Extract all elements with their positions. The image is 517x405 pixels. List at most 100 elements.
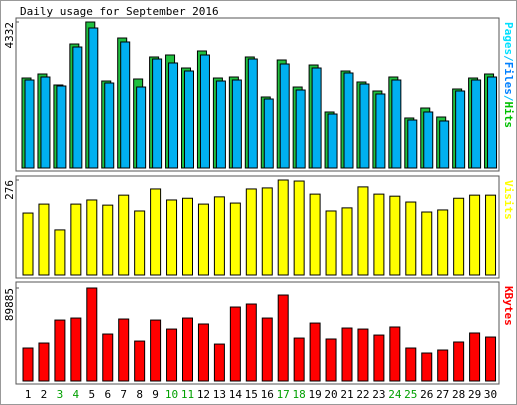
x-tick-label: 20 (324, 388, 337, 401)
x-tick-label: 4 (73, 388, 80, 401)
bar (341, 207, 353, 276)
bar (261, 317, 273, 382)
bar (213, 196, 225, 276)
axis-label-part: Files (502, 62, 515, 95)
bar (407, 119, 418, 169)
x-tick-label: 23 (372, 388, 385, 401)
x-tick-label: 15 (245, 388, 258, 401)
bar (421, 211, 433, 276)
bar (261, 187, 273, 276)
axis-label-part: Hits (502, 102, 515, 129)
y-tick-label: 276 (3, 180, 16, 200)
x-tick-label: 2 (41, 388, 48, 401)
bar (229, 202, 241, 276)
x-tick-label: 27 (436, 388, 449, 401)
bar (213, 343, 225, 382)
x-tick-label: 3 (57, 388, 64, 401)
bar (373, 334, 385, 382)
bar (166, 199, 178, 276)
bar (118, 318, 130, 382)
x-tick-label: 13 (213, 388, 226, 401)
bar (293, 337, 305, 382)
bar (389, 326, 401, 382)
bar (86, 287, 98, 382)
x-tick-label: 1 (25, 388, 32, 401)
bar (423, 111, 434, 169)
bar (391, 79, 402, 169)
bar (150, 319, 162, 382)
bar (38, 203, 50, 276)
bar (118, 194, 130, 276)
bar (485, 194, 497, 276)
bar (245, 303, 257, 382)
bar (263, 98, 274, 169)
bar (231, 79, 242, 169)
bar (421, 352, 433, 382)
bar (229, 306, 241, 382)
x-tick-label: 22 (356, 388, 369, 401)
bar (309, 193, 321, 276)
axis-label-part: / (502, 95, 515, 102)
x-tick-label: 19 (308, 388, 321, 401)
bar (453, 341, 465, 382)
bar (40, 76, 51, 169)
bar (120, 41, 131, 169)
bar (152, 58, 163, 169)
bar (136, 86, 147, 169)
y-tick-label: 89885 (3, 288, 16, 321)
bar (54, 229, 66, 276)
bar (277, 294, 289, 382)
x-tick-label: 28 (452, 388, 465, 401)
bar (150, 188, 162, 276)
bar (215, 80, 226, 169)
bar (469, 194, 481, 276)
bar (469, 332, 481, 382)
bar (471, 79, 482, 169)
bar (22, 212, 34, 276)
bar (38, 342, 50, 382)
bar (325, 210, 337, 276)
bar (277, 179, 289, 276)
x-tick-label: 21 (340, 388, 353, 401)
bar (375, 93, 386, 169)
x-tick-label: 30 (484, 388, 497, 401)
bar (309, 322, 321, 382)
bar (311, 67, 322, 169)
bar (439, 120, 450, 169)
bar (54, 319, 66, 382)
bar (373, 193, 385, 276)
x-tick-label: 6 (104, 388, 111, 401)
bar (341, 327, 353, 382)
bar (359, 83, 370, 169)
x-tick-label: 9 (152, 388, 159, 401)
bar (102, 204, 114, 276)
x-tick-label: 18 (293, 388, 306, 401)
x-tick-label: 29 (468, 388, 481, 401)
bar (197, 203, 209, 276)
axis-label: KBytes (502, 286, 515, 326)
bar (182, 197, 193, 276)
bar (487, 76, 498, 169)
bar (72, 46, 83, 169)
bar (437, 349, 449, 382)
x-tick-label: 11 (181, 388, 194, 401)
bar (24, 79, 35, 169)
bar (245, 188, 257, 276)
bar (455, 90, 466, 169)
x-tick-label: 14 (229, 388, 243, 401)
x-tick-label: 26 (420, 388, 433, 401)
bar (56, 85, 67, 169)
x-tick-label: 25 (404, 388, 417, 401)
bar (184, 70, 194, 169)
bar (70, 317, 82, 382)
bar (22, 347, 34, 382)
bar (405, 347, 417, 382)
x-tick-label: 17 (277, 388, 290, 401)
x-tick-label: 16 (261, 388, 274, 401)
axis-label-part: KBytes (502, 286, 515, 326)
bar (389, 195, 401, 276)
bar (197, 323, 209, 382)
bar (295, 89, 306, 169)
